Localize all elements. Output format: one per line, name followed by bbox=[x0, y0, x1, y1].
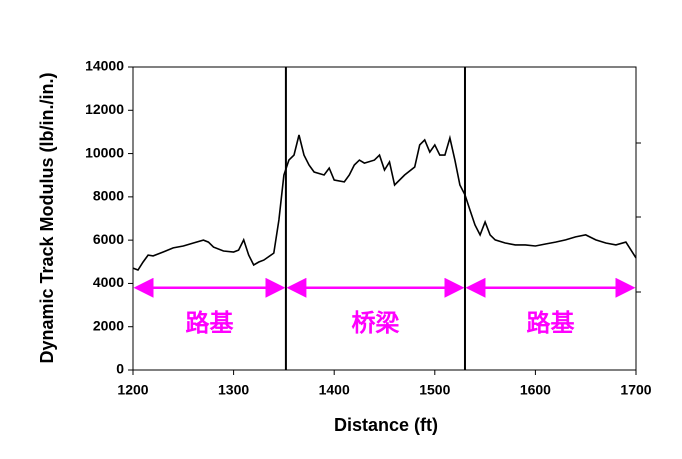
y-tick-label: 14000 bbox=[85, 58, 124, 74]
x-tick-label: 1600 bbox=[520, 382, 551, 398]
region-label: 桥梁 bbox=[351, 309, 399, 337]
x-tick-label: 1500 bbox=[419, 382, 450, 398]
y-tick-label: 10000 bbox=[85, 144, 124, 160]
y-tick-label: 0 bbox=[116, 361, 124, 377]
y-tick-label: 2000 bbox=[93, 317, 124, 333]
x-tick-label: 1200 bbox=[117, 382, 148, 398]
data-line bbox=[132, 134, 637, 271]
plot-frame bbox=[132, 66, 637, 371]
x-tick-label: 1700 bbox=[620, 382, 651, 398]
x-axis-label: Distance (ft) bbox=[334, 415, 438, 435]
x-tick-label: 1300 bbox=[218, 382, 249, 398]
region-label: 路基 bbox=[185, 309, 234, 337]
y-tick-label: 12000 bbox=[85, 101, 124, 117]
y-tick-label: 6000 bbox=[93, 231, 124, 247]
y-tick-label: 8000 bbox=[93, 188, 124, 204]
y-axis-label: Dynamic Track Modulus (lb/in./in.) bbox=[37, 72, 57, 363]
region-label: 路基 bbox=[526, 309, 575, 337]
y-tick-label: 4000 bbox=[93, 274, 124, 290]
x-tick-label: 1400 bbox=[319, 382, 350, 398]
